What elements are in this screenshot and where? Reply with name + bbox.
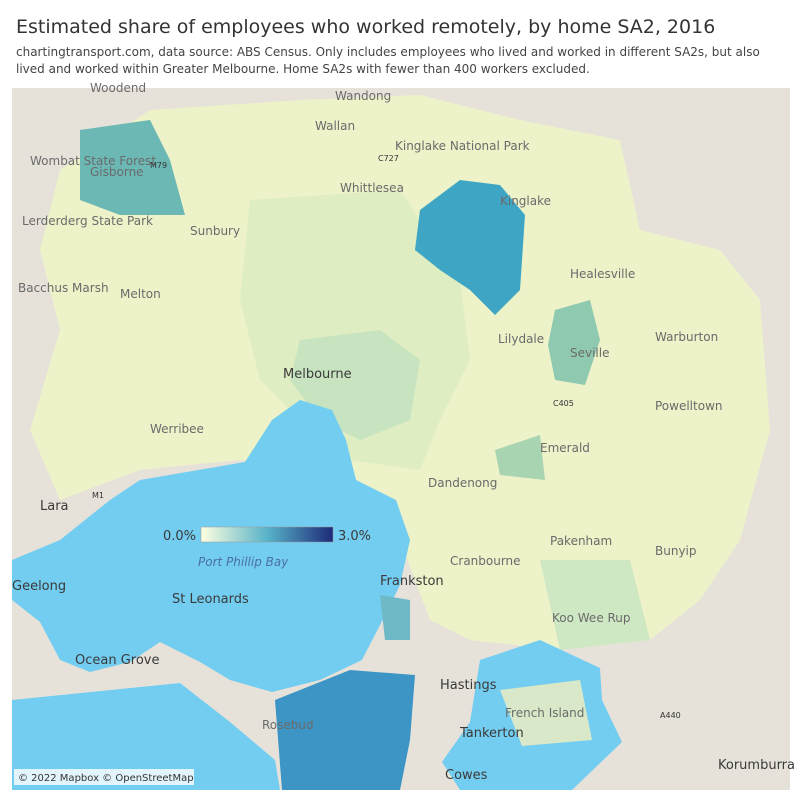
place-label: Tankerton: [459, 726, 524, 741]
seville-area: [548, 300, 600, 385]
attribution-bg: [14, 769, 194, 785]
place-label: Port Phillip Bay: [198, 555, 289, 569]
french-island: [500, 680, 592, 746]
road-label: M79: [150, 161, 167, 170]
gisborne-area: [80, 120, 185, 215]
place-label: Werribee: [150, 422, 204, 436]
place-label: Bunyip: [655, 544, 697, 558]
place-label: French Island: [505, 706, 584, 720]
place-label: Kinglake National Park: [395, 139, 530, 153]
place-label: Lerderderg State Park: [22, 214, 153, 228]
place-label: Lilydale: [498, 332, 544, 346]
subtitle: chartingtransport.com, data source: ABS …: [16, 45, 760, 76]
road-label: C727: [378, 154, 399, 163]
place-label: Melton: [120, 287, 161, 301]
place-label: Frankston: [380, 574, 444, 589]
emerald-area: [495, 435, 545, 480]
legend-min: 0.0%: [163, 529, 196, 544]
place-label: Ocean Grove: [75, 653, 160, 668]
place-label: Warburton: [655, 330, 718, 344]
place-label: Emerald: [540, 441, 590, 455]
place-label: Seville: [570, 346, 610, 360]
mornington-south: [275, 670, 415, 790]
road-label: M1: [92, 491, 104, 500]
place-label: Geelong: [12, 579, 66, 594]
title: Estimated share of employees who worked …: [16, 16, 716, 38]
legend-ramp: [200, 526, 334, 543]
frankston-area: [380, 595, 410, 640]
place-label: Whittlesea: [340, 181, 404, 195]
place-label: Wombat State Forest: [30, 154, 156, 168]
place-label: Koo Wee Rup: [552, 611, 631, 625]
place-label: Woodend: [90, 81, 146, 95]
place-label: Wallan: [315, 119, 355, 133]
place-label: Bacchus Marsh: [18, 281, 109, 295]
place-label: Rosebud: [262, 718, 314, 732]
place-label: Kinglake: [500, 194, 551, 208]
place-label: Powelltown: [655, 399, 722, 413]
road-label: C405: [553, 399, 574, 408]
bass-strait: [12, 683, 280, 790]
koo-wee-rup-area: [540, 560, 650, 650]
place-label: Lara: [40, 499, 69, 514]
kinglake-area: [415, 180, 525, 315]
place-label: Sunbury: [190, 224, 240, 238]
place-label: Melbourne: [283, 367, 352, 382]
place-labels: Woodend Wandong Wallan Kinglake National Pa…: [12, 81, 795, 783]
place-label: Korumburra: [718, 758, 795, 773]
place-label: Dandenong: [428, 476, 497, 490]
place-label: Cowes: [445, 768, 488, 783]
attribution: © 2022 Mapbox © OpenStreetMap: [18, 773, 194, 784]
place-label: Hastings: [440, 678, 497, 693]
legend-max: 3.0%: [338, 529, 371, 544]
place-label: Gisborne: [90, 165, 144, 179]
place-label: Pakenham: [550, 534, 612, 548]
place-label: Healesville: [570, 267, 635, 281]
road-label: A440: [660, 711, 681, 720]
port-phillip-bay: [12, 400, 410, 692]
place-label: Wandong: [335, 89, 391, 103]
place-label: Cranbourne: [450, 554, 521, 568]
place-label: St Leonards: [172, 592, 249, 607]
